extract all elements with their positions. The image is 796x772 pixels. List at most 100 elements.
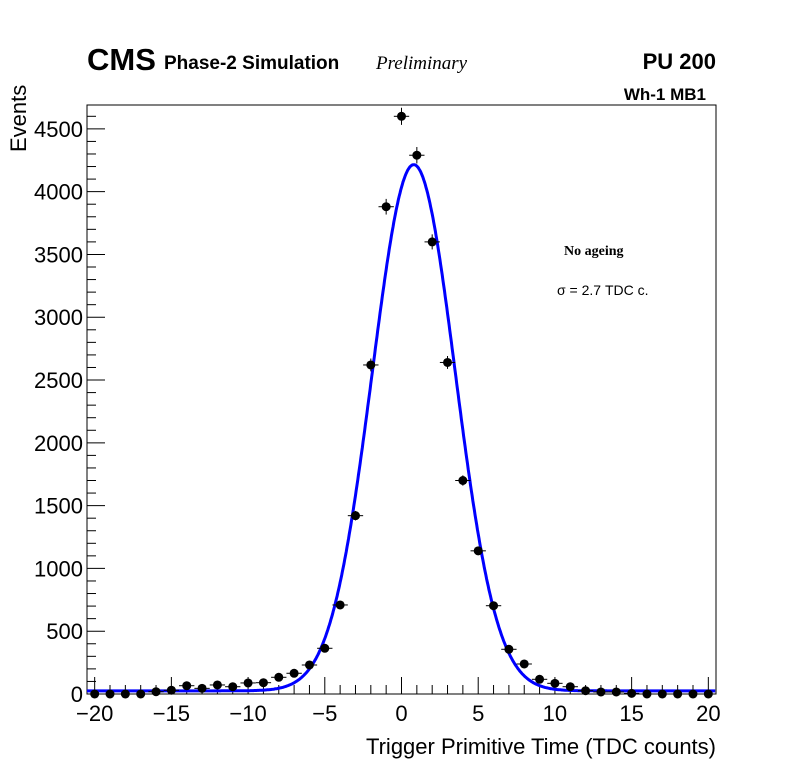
data-marker — [136, 689, 146, 699]
data-marker — [458, 476, 468, 486]
data-marker — [320, 643, 330, 653]
x-tick-label: −10 — [229, 701, 266, 726]
y-tick-label: 1500 — [34, 494, 83, 519]
data-marker — [550, 678, 560, 688]
data-marker — [212, 680, 222, 690]
data-marker — [274, 672, 284, 682]
plot-frame — [86, 104, 717, 695]
x-axis-label: Trigger Primitive Time (TDC counts) — [366, 734, 716, 759]
data-point — [593, 687, 609, 697]
data-marker — [381, 202, 391, 212]
x-tick-label: −5 — [312, 701, 337, 726]
data-point — [378, 198, 394, 215]
ageing-annotation: No ageing — [564, 244, 624, 259]
data-point — [608, 687, 624, 697]
data-marker — [243, 678, 253, 688]
data-point — [455, 475, 471, 486]
y-tick-label: 3500 — [34, 242, 83, 267]
data-point — [470, 546, 486, 556]
data-point — [317, 643, 333, 653]
data-marker — [473, 546, 483, 556]
data-marker — [581, 686, 591, 696]
y-tick-label: 2500 — [34, 368, 83, 393]
data-point — [163, 685, 180, 695]
data-marker — [151, 687, 161, 697]
data-marker — [535, 674, 545, 684]
data-point — [424, 234, 440, 250]
data-point — [194, 683, 210, 693]
data-marker — [611, 687, 621, 697]
data-marker — [350, 511, 360, 521]
x-tick-label: −15 — [153, 701, 190, 726]
y-tick-label: 4000 — [34, 180, 83, 205]
y-tick-label: 0 — [71, 682, 83, 707]
data-marker — [120, 689, 130, 699]
data-point — [87, 689, 103, 699]
y-tick-label: 500 — [46, 619, 83, 644]
data-marker — [627, 688, 637, 698]
data-point — [562, 682, 578, 692]
phase2-simulation-label: Phase-2 Simulation — [164, 53, 339, 74]
data-point — [639, 689, 655, 699]
data-marker — [197, 683, 207, 693]
data-marker — [596, 687, 606, 697]
data-point — [393, 107, 410, 125]
data-marker — [412, 150, 422, 160]
y-axis-label: Events — [6, 85, 31, 152]
region-label: Wh-1 MB1 — [624, 85, 706, 104]
data-point — [332, 600, 348, 610]
data-marker — [228, 682, 238, 692]
data-marker — [427, 237, 437, 247]
data-point — [225, 682, 241, 692]
gaussian-fit-curve — [87, 163, 716, 693]
data-marker — [657, 689, 667, 699]
x-tick-label: 0 — [395, 701, 407, 726]
data-point — [271, 672, 287, 682]
data-marker — [703, 689, 713, 699]
x-tick-label: −20 — [76, 701, 113, 726]
data-marker — [90, 689, 100, 699]
x-tick-label: 5 — [472, 701, 484, 726]
data-marker — [166, 685, 176, 695]
data-marker — [504, 644, 514, 654]
data-marker — [397, 111, 406, 121]
data-point — [286, 668, 302, 678]
data-marker — [335, 600, 345, 610]
data-point — [669, 689, 686, 699]
data-point — [685, 689, 701, 699]
data-point — [531, 674, 548, 684]
data-point — [255, 678, 272, 688]
data-point — [439, 355, 456, 369]
x-tick-label: 20 — [696, 701, 720, 726]
y-tick-label: 2000 — [34, 431, 83, 456]
data-point — [654, 689, 670, 699]
data-point — [301, 660, 318, 670]
y-tick-label: 3000 — [34, 305, 83, 330]
y-tick-label: 4500 — [34, 117, 83, 142]
data-marker — [519, 659, 529, 669]
data-point — [179, 681, 195, 691]
data-point — [485, 601, 502, 611]
data-point — [516, 659, 532, 669]
x-tick-label: 15 — [619, 701, 643, 726]
data-marker — [565, 682, 575, 692]
data-marker — [489, 601, 499, 611]
sigma-annotation: σ = 2.7 TDC c. — [557, 282, 649, 298]
data-point — [623, 688, 640, 698]
preliminary-label: Preliminary — [375, 53, 468, 74]
data-marker — [673, 689, 683, 699]
data-point — [347, 510, 364, 521]
data-point — [209, 680, 226, 690]
data-marker — [443, 357, 453, 367]
y-tick-label: 1000 — [34, 556, 83, 581]
data-point — [577, 686, 594, 696]
data-point — [148, 687, 164, 697]
data-point — [501, 644, 517, 654]
data-marker — [289, 668, 299, 678]
data-point — [409, 147, 425, 164]
data-marker — [688, 689, 698, 699]
data-point — [133, 689, 149, 699]
data-marker — [105, 689, 115, 699]
data-point — [700, 689, 716, 699]
